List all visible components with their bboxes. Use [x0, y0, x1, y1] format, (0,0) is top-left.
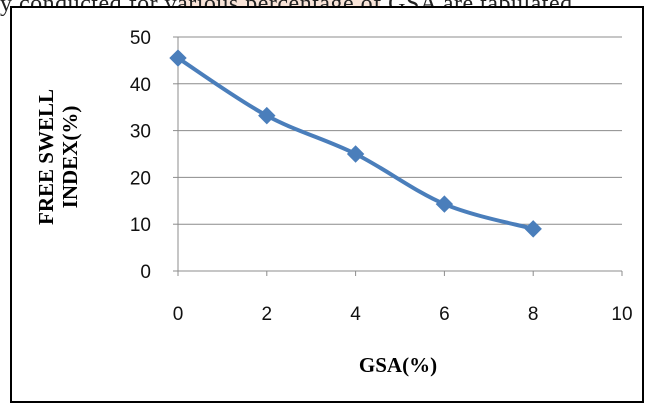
y-tick-label: 20 — [130, 168, 151, 189]
data-point-diamond — [524, 220, 542, 238]
y-tick-label: 0 — [140, 262, 151, 283]
y-tick-labels: 0 10 20 30 40 50 — [130, 28, 151, 283]
x-tick-label: 8 — [528, 304, 539, 325]
y-axis-title-line-2: INDEX(%) — [58, 106, 82, 209]
x-tick-label: 0 — [173, 304, 184, 325]
x-tick-labels: 0 2 4 6 8 10 — [173, 304, 633, 325]
highlight-mark — [180, 0, 380, 10]
axes — [173, 36, 623, 276]
data-series — [169, 49, 542, 238]
x-tick-label: 10 — [611, 304, 632, 325]
gridlines — [178, 36, 622, 225]
x-axis-title: GSA(%) — [359, 353, 437, 377]
y-tick-label: 50 — [130, 28, 151, 49]
y-tick-label: 30 — [130, 122, 151, 143]
y-tick-label: 40 — [130, 75, 151, 96]
y-axis-title-line-1: FREE SWELL — [34, 89, 58, 225]
y-tick-label: 10 — [130, 215, 151, 236]
data-point-diamond — [435, 195, 454, 213]
data-point-diamond — [346, 145, 365, 163]
x-tick-label: 2 — [262, 304, 273, 325]
chart-frame — [10, 6, 644, 403]
data-point-diamond — [258, 106, 276, 125]
x-tick-label: 6 — [439, 304, 450, 325]
x-tick-label: 4 — [350, 304, 361, 325]
data-point-diamond — [169, 49, 187, 67]
